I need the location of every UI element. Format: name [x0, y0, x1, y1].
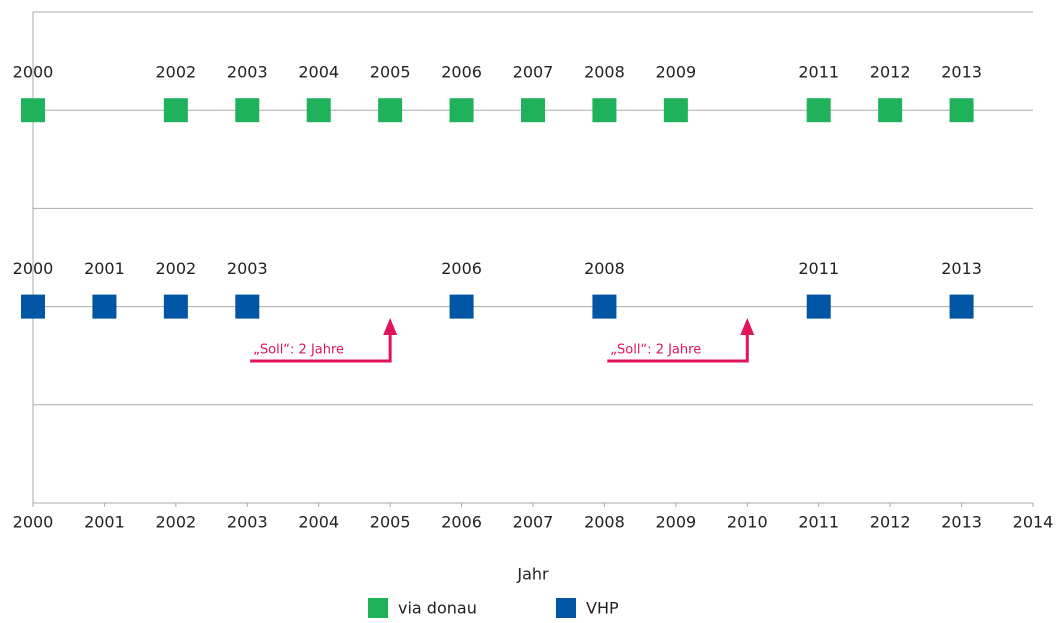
x-axis-label: Jahr: [516, 565, 549, 584]
point-label: 2012: [870, 63, 911, 82]
x-tick-label: 2009: [655, 513, 696, 532]
marker: [449, 98, 474, 123]
x-tick-label: 2006: [441, 513, 482, 532]
x-tick-label: 2000: [13, 513, 54, 532]
point-label: 2006: [441, 259, 482, 278]
legend-label: VHP: [586, 599, 619, 618]
point-label: 2008: [584, 259, 625, 278]
x-tick-label: 2001: [84, 513, 125, 532]
marker: [806, 294, 831, 319]
point-label: 2002: [155, 259, 196, 278]
x-tick-label: 2010: [727, 513, 768, 532]
marker: [235, 98, 260, 123]
point-label: 2003: [227, 63, 268, 82]
marker: [378, 98, 403, 123]
point-label: 2001: [84, 259, 125, 278]
annotation-arrowhead: [740, 318, 755, 335]
x-tick-label: 2004: [298, 513, 339, 532]
point-label: 2005: [370, 63, 411, 82]
point-label: 2006: [441, 63, 482, 82]
annotation-text: „Soll“: 2 Jahre: [610, 343, 701, 358]
legend-swatch: [556, 598, 576, 618]
point-label: 2000: [13, 63, 54, 82]
x-tick-label: 2013: [941, 513, 982, 532]
point-label: 2003: [227, 259, 268, 278]
marker: [592, 98, 617, 123]
marker: [21, 294, 45, 319]
marker: [663, 98, 688, 123]
point-label: 2004: [298, 63, 339, 82]
annotation-arrow: [607, 333, 749, 363]
point-label: 2009: [655, 63, 696, 82]
marker: [521, 98, 545, 123]
x-tick-label: 2008: [584, 513, 625, 532]
x-tick-label: 2003: [227, 513, 268, 532]
point-label: 2007: [513, 63, 554, 82]
legend-label: via donau: [398, 599, 477, 618]
marker: [449, 294, 474, 319]
annotation-arrow: [250, 333, 392, 363]
point-label: 2008: [584, 63, 625, 82]
x-tick-label: 2011: [798, 513, 839, 532]
point-label: 2011: [798, 259, 839, 278]
point-label: 2013: [941, 259, 982, 278]
marker: [306, 98, 331, 123]
x-tick-label: 2014: [1013, 513, 1054, 532]
marker: [949, 98, 974, 123]
x-tick-label: 2012: [870, 513, 911, 532]
x-tick-label: 2002: [155, 513, 196, 532]
x-tick-label: 2007: [513, 513, 554, 532]
marker: [592, 294, 617, 319]
marker: [235, 294, 260, 319]
x-tick-label: 2005: [370, 513, 411, 532]
marker: [949, 294, 974, 319]
legend-swatch: [368, 598, 388, 618]
marker: [163, 98, 188, 123]
point-label: 2011: [798, 63, 839, 82]
marker: [878, 98, 903, 123]
point-label: 2013: [941, 63, 982, 82]
point-label: 2002: [155, 63, 196, 82]
marker: [806, 98, 831, 123]
marker: [163, 294, 188, 319]
point-label: 2000: [13, 259, 54, 278]
annotation-text: „Soll“: 2 Jahre: [253, 343, 344, 358]
marker: [21, 98, 45, 123]
marker: [92, 294, 117, 319]
annotation-arrowhead: [383, 318, 398, 335]
